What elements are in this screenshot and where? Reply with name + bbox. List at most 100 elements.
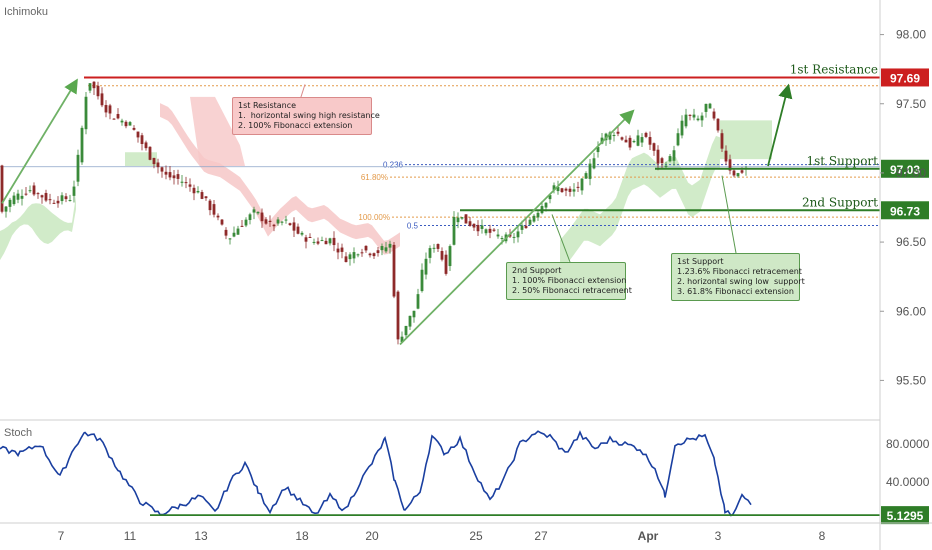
candle-body [472, 223, 476, 228]
candle-body [264, 219, 268, 224]
candle-body [164, 171, 168, 175]
candle-body [356, 254, 360, 256]
time-tick-label: 8 [819, 529, 826, 543]
candle-body [56, 200, 60, 204]
candle-body [556, 187, 560, 192]
candle-body [428, 248, 432, 258]
candle-body [212, 204, 216, 215]
candle-body [452, 216, 456, 245]
candle-body [632, 140, 636, 143]
candle-body [688, 114, 692, 116]
candle-body [432, 247, 436, 249]
candle-body [316, 241, 320, 244]
candle-body [648, 137, 652, 145]
candle-body [244, 219, 248, 226]
candle-body [328, 238, 332, 244]
fib-label: 0.5 [407, 221, 419, 230]
candle-body [728, 159, 732, 171]
candle-body [320, 240, 324, 242]
candle-body [360, 252, 364, 254]
time-tick-label: 7 [58, 529, 65, 543]
candle-body [44, 192, 48, 201]
candle-body [612, 135, 616, 137]
candle-body [300, 232, 304, 235]
candle-body [152, 157, 156, 165]
ichimoku-cloud [0, 96, 772, 273]
candle-body [160, 167, 164, 172]
candle-body [580, 178, 584, 191]
candle-body [520, 225, 524, 230]
candle-body [20, 195, 24, 199]
candle-body [720, 133, 724, 149]
candle-body [124, 121, 128, 127]
candle-body [192, 187, 196, 194]
candle-body [312, 241, 316, 243]
candle-body [0, 165, 4, 212]
candle-body [180, 181, 184, 183]
candle-body [28, 190, 32, 192]
candle-body [368, 253, 372, 256]
candle-body [680, 120, 684, 136]
candlestick-series [0, 81, 748, 345]
candle-body [140, 135, 144, 144]
candle-body [592, 158, 596, 169]
candle-body [184, 182, 188, 184]
price-tick-label: 95.50 [896, 373, 926, 387]
candle-body [352, 252, 356, 259]
candle-body [104, 105, 108, 113]
candle-body [256, 211, 260, 214]
candle-body [12, 195, 16, 205]
candle-body [108, 105, 112, 114]
time-tick-label: 11 [124, 529, 137, 543]
candle-body [292, 222, 296, 231]
level-name: 1st Support [806, 154, 878, 168]
candle-body [628, 137, 632, 148]
candle-body [664, 165, 668, 167]
candle-body [224, 229, 228, 236]
candle-body [100, 93, 104, 106]
candle-body [456, 217, 460, 223]
candle-body [172, 175, 176, 179]
candle-body [120, 120, 124, 123]
candle-body [156, 162, 160, 168]
candle-body [364, 245, 368, 251]
candle-body [724, 150, 728, 162]
candle-body [216, 215, 220, 218]
candle-body [344, 256, 348, 263]
candle-body [684, 114, 688, 127]
candle-body [668, 156, 672, 162]
candle-body [416, 294, 420, 309]
support-resistance-levels: 1st Resistance 97.69 1st Support 97.03 2nd S… [84, 62, 929, 220]
annotation-2nd-support: 2nd Support 1. 100% Fibonacci extension … [506, 262, 632, 300]
candle-body [552, 185, 556, 190]
candle-body [96, 85, 100, 97]
candle-body [576, 186, 580, 188]
time-tick-label: 3 [715, 529, 722, 543]
cloud-segment [125, 152, 157, 166]
price-tick-label: 96.00 [896, 304, 926, 318]
annotation-1st-support: 1st Support 1.23.6% Fibonacci retracemen… [671, 253, 805, 301]
time-tick-label: 13 [194, 529, 208, 543]
candle-body [588, 163, 592, 179]
annotation-1st-resistance: 1st Resistance 1. horizontal swing high … [232, 97, 380, 135]
candle-body [176, 174, 180, 179]
cloud-segment [560, 135, 720, 273]
candle-body [240, 225, 244, 227]
candle-body [536, 212, 540, 218]
candle-body [596, 147, 600, 153]
candle-body [280, 221, 284, 223]
candle-body [484, 229, 488, 234]
candle-body [460, 217, 464, 219]
candle-body [332, 237, 336, 246]
candle-body [672, 150, 676, 161]
candle-body [496, 234, 500, 237]
candle-body [204, 196, 208, 199]
time-tick-label: 27 [534, 529, 548, 543]
trend-arrows [1, 78, 793, 346]
candle-body [676, 133, 680, 146]
price-tag-label: 97.69 [890, 71, 920, 85]
candle-body [396, 291, 400, 340]
candle-body [480, 225, 484, 229]
stochastic-panel: 5.1295 [0, 430, 929, 525]
